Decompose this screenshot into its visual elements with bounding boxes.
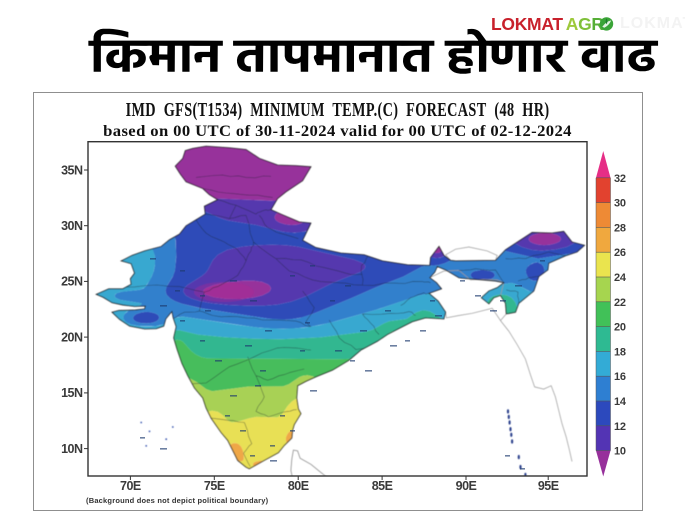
- svg-text:20N: 20N: [61, 330, 83, 344]
- svg-text:12: 12: [614, 421, 626, 433]
- svg-text:18: 18: [614, 346, 626, 358]
- svg-text:70E: 70E: [120, 479, 141, 493]
- svg-text:75E: 75E: [204, 479, 225, 493]
- svg-text:24: 24: [614, 272, 627, 284]
- svg-text:90E: 90E: [456, 479, 477, 493]
- svg-text:30: 30: [614, 198, 626, 210]
- svg-text:25N: 25N: [61, 275, 83, 289]
- svg-text:10: 10: [614, 446, 626, 458]
- svg-text:10N: 10N: [61, 442, 83, 456]
- svg-text:80E: 80E: [288, 479, 309, 493]
- svg-text:16: 16: [614, 371, 626, 383]
- svg-text:32: 32: [614, 173, 626, 185]
- svg-text:35N: 35N: [61, 163, 83, 177]
- svg-text:14: 14: [614, 396, 627, 408]
- svg-text:20: 20: [614, 322, 626, 334]
- svg-text:15N: 15N: [61, 386, 83, 400]
- svg-text:22: 22: [614, 297, 626, 309]
- svg-text:85E: 85E: [372, 479, 393, 493]
- svg-text:28: 28: [614, 222, 626, 234]
- svg-text:26: 26: [614, 247, 626, 259]
- svg-text:95E: 95E: [538, 479, 559, 493]
- svg-text:30N: 30N: [61, 219, 83, 233]
